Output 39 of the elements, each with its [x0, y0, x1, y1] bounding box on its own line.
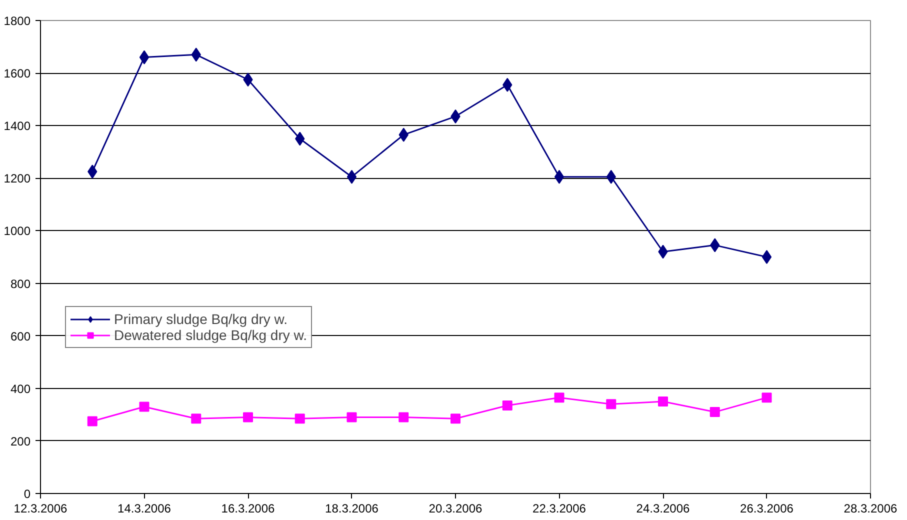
- point: [87, 416, 98, 426]
- point: [294, 414, 305, 424]
- point: [139, 402, 150, 412]
- y-tick-label: 1400: [4, 119, 31, 134]
- x-tick-label: 14.3.2006: [118, 502, 172, 516]
- point: [762, 392, 772, 403]
- y-tick-label: 600: [10, 329, 31, 344]
- legend-label: Dewatered sludge Bq/kg dry w.: [114, 327, 307, 343]
- y-tick-label: 0: [24, 487, 31, 501]
- x-tick-label: 20.3.2006: [428, 502, 483, 516]
- y-tick-label: 1200: [4, 172, 31, 186]
- point: [450, 414, 460, 424]
- point: [554, 170, 564, 184]
- point: [191, 414, 202, 424]
- y-tick-label: 800: [10, 276, 31, 291]
- y-tick-label: 200: [10, 434, 31, 448]
- x-tick-label: 16.3.2006: [221, 502, 276, 516]
- point: [710, 407, 720, 418]
- point: [762, 250, 772, 264]
- point: [139, 50, 150, 64]
- y-tick-label: 400: [10, 382, 31, 396]
- point: [346, 412, 357, 422]
- x-tick-label: 24.3.2006: [636, 502, 690, 516]
- x-tick-label: 22.3.2006: [532, 502, 586, 516]
- point: [346, 170, 357, 184]
- point: [398, 412, 409, 422]
- point: [554, 392, 564, 403]
- point: [658, 396, 668, 407]
- x-tick-label: 18.3.2006: [325, 502, 379, 516]
- point: [606, 399, 616, 410]
- point: [243, 412, 253, 422]
- y-tick-label: 1000: [4, 224, 31, 238]
- legend-label: Primary sludge Bq/kg dry w.: [114, 311, 288, 327]
- x-tick-label: 26.3.2006: [740, 502, 794, 516]
- y-tick-label: 1800: [4, 14, 31, 28]
- point: [502, 400, 512, 410]
- x-tick-label: 28.3.2006: [844, 502, 898, 516]
- y-tick-label: 1600: [4, 66, 31, 81]
- x-tick-label: 12.3.2006: [14, 502, 68, 516]
